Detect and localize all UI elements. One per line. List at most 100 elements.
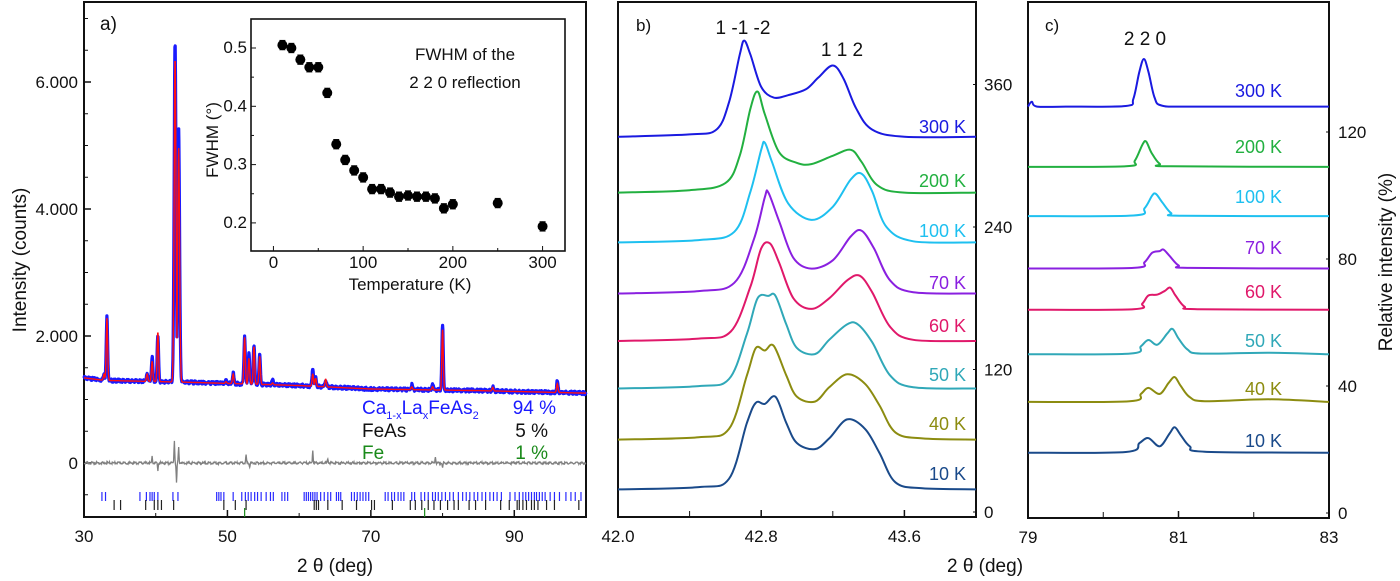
temperature-label: 70 K bbox=[1245, 238, 1282, 258]
temperature-label: 300 K bbox=[1235, 81, 1282, 101]
panel-c: 79 81 83 0 40 80 120 300 K 200 K 100 K 70 K 60 K 50 … bbox=[1019, 1, 1366, 547]
temperature-label: 10 K bbox=[1245, 431, 1282, 451]
curve-70k bbox=[1027, 248, 1330, 270]
data-point bbox=[304, 62, 315, 73]
curve-300k bbox=[1027, 57, 1330, 108]
data-point bbox=[420, 191, 431, 202]
data-point bbox=[295, 54, 306, 65]
data-point bbox=[277, 40, 288, 51]
y-tick-label: 40 bbox=[1338, 377, 1357, 396]
data-point bbox=[385, 187, 396, 198]
reflection-label-1-1-2: 1 1 2 bbox=[821, 40, 863, 61]
y-tick-label: 0 bbox=[984, 503, 993, 522]
x-tick-label: 42.8 bbox=[745, 527, 778, 546]
y-tick-label: 0 bbox=[1338, 504, 1347, 523]
data-point bbox=[286, 43, 297, 53]
phase-name-fe: Fe bbox=[362, 443, 384, 464]
plot-frame bbox=[1027, 1, 1330, 519]
curve-50k bbox=[617, 292, 977, 390]
x-tick-label: 90 bbox=[505, 527, 524, 546]
panel-bc-x-axis-label: 2 θ (deg) bbox=[947, 556, 1023, 577]
y-tick-label: 4.000 bbox=[35, 200, 78, 219]
curve-200k bbox=[617, 90, 977, 195]
x-tick-label: 83 bbox=[1320, 528, 1339, 547]
inset-x-tick-label: 100 bbox=[349, 253, 377, 272]
panel-c-y-axis-label: Relative intensity (%) bbox=[1376, 173, 1397, 351]
panel-a-y-axis-label: Intensity (counts) bbox=[10, 188, 31, 333]
temperature-label: 200 K bbox=[1235, 137, 1282, 157]
curve-10k bbox=[1027, 426, 1330, 454]
data-point bbox=[313, 62, 324, 73]
phase-fraction-fe: 1 % bbox=[515, 443, 548, 464]
phase-name-ca-la-feas2: Ca1-xLaxFeAs2 bbox=[362, 398, 479, 422]
temperature-label: 40 K bbox=[929, 414, 966, 434]
x-tick-label: 30 bbox=[75, 527, 94, 546]
temperature-label: 10 K bbox=[929, 464, 966, 484]
y-tick-label: 120 bbox=[984, 361, 1012, 380]
inset-x-tick-label: 200 bbox=[439, 253, 467, 272]
phase-fraction-ca-la-feas2: 94 % bbox=[513, 398, 556, 419]
curve-100k bbox=[617, 140, 977, 244]
panel-c-label: c) bbox=[1045, 16, 1059, 35]
y-tick-label: 80 bbox=[1338, 250, 1357, 269]
temperature-label: 50 K bbox=[929, 365, 966, 385]
data-point bbox=[358, 172, 369, 183]
panel-a-x-axis-label: 2 θ (deg) bbox=[297, 556, 373, 577]
inset-x-tick-label: 0 bbox=[269, 253, 278, 272]
data-point bbox=[322, 87, 333, 98]
temperature-label: 60 K bbox=[929, 316, 966, 336]
inset-x-axis-label: Temperature (K) bbox=[349, 275, 472, 294]
plot-frame bbox=[83, 1, 587, 518]
data-point bbox=[394, 191, 405, 202]
curve-70k bbox=[617, 189, 977, 295]
phase-fraction-feas: 5 % bbox=[515, 421, 548, 442]
inset-frame bbox=[250, 18, 566, 252]
curve-10k bbox=[617, 395, 977, 491]
y-tick-label: 360 bbox=[984, 76, 1012, 95]
inset-y-tick-label: 0.4 bbox=[223, 96, 247, 115]
x-tick-label: 70 bbox=[361, 527, 380, 546]
y-tick-label: 240 bbox=[984, 218, 1012, 237]
y-tick-label: 6.000 bbox=[35, 73, 78, 92]
temperature-label: 100 K bbox=[1235, 187, 1282, 207]
data-point bbox=[403, 190, 413, 201]
inset-y-axis-label: FWHM (°) bbox=[203, 102, 222, 178]
y-tick-label: 0 bbox=[69, 454, 78, 473]
x-tick-label: 43.6 bbox=[888, 527, 921, 546]
temperature-label: 50 K bbox=[1245, 331, 1282, 351]
data-point bbox=[537, 221, 548, 232]
data-point bbox=[349, 165, 360, 176]
data-point bbox=[429, 193, 440, 204]
inset-y-tick-label: 0.5 bbox=[223, 38, 247, 57]
inset-x-tick-label: 300 bbox=[528, 253, 556, 272]
panel-b: 42.0 42.8 43.6 0 120 240 360 300 K 200 K 100 K 70 … bbox=[601, 1, 1012, 546]
phase-legend: Ca1-xLaxFeAs2 94 % FeAs 5 % Fe 1 % bbox=[362, 398, 556, 464]
curve-40k bbox=[1027, 376, 1330, 404]
temperature-label: 300 K bbox=[919, 117, 966, 137]
data-point bbox=[492, 198, 503, 209]
x-tick-label: 50 bbox=[218, 527, 237, 546]
curve-300k bbox=[617, 39, 977, 139]
inset-y-tick-label: 0.2 bbox=[223, 213, 247, 232]
phase-name-feas: FeAs bbox=[362, 421, 406, 442]
y-tick-label: 2.000 bbox=[35, 327, 78, 346]
panel-a: 30 50 70 90 0 2.000 4.000 6.000 bbox=[35, 1, 588, 546]
data-point bbox=[438, 203, 449, 214]
inset-y-tick-label: 0.3 bbox=[223, 155, 247, 174]
reflection-label-2-2-0: 2 2 0 bbox=[1124, 29, 1166, 50]
panel-a-label: a) bbox=[100, 14, 117, 35]
temperature-label: 200 K bbox=[919, 171, 966, 191]
x-tick-label: 79 bbox=[1019, 528, 1038, 547]
calculated-pattern-line bbox=[84, 61, 586, 394]
x-tick-label: 81 bbox=[1169, 528, 1188, 547]
temperature-label: 100 K bbox=[919, 221, 966, 241]
x-tick-label: 42.0 bbox=[601, 527, 634, 546]
reflection-label-1-1-2-neg: 1 -1 -2 bbox=[716, 18, 771, 39]
temperature-label: 60 K bbox=[1245, 282, 1282, 302]
data-point bbox=[411, 191, 422, 202]
curve-60k bbox=[617, 241, 977, 343]
inset-title-line-2: 2 2 0 reflection bbox=[409, 73, 521, 92]
curve-60k bbox=[1027, 286, 1330, 311]
data-point bbox=[367, 184, 378, 195]
